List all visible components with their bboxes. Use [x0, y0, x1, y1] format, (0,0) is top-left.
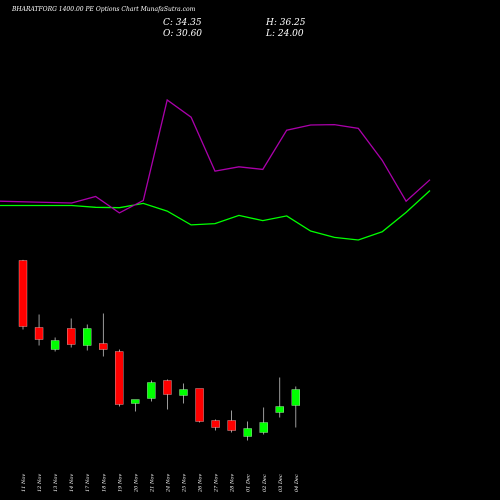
candle-body [259, 422, 268, 433]
candle [243, 421, 252, 441]
x-tick-label: 14 Nov [69, 474, 75, 492]
candle [67, 318, 76, 348]
candle-body [195, 388, 204, 422]
x-tick-label: 02 Dec [262, 474, 268, 492]
candle-body [131, 399, 140, 404]
x-tick-label: 18 Nov [101, 474, 107, 492]
open-value: O: 30.60 [163, 29, 203, 39]
candle-body [83, 328, 92, 346]
candle [179, 383, 188, 404]
candle [50, 337, 60, 352]
x-tick-label: 27 Nov [214, 474, 220, 493]
candle [83, 324, 92, 351]
candle-body [243, 428, 252, 437]
candle-body [34, 327, 44, 340]
candle-body [67, 328, 76, 345]
candle-body [163, 380, 172, 395]
candle [34, 314, 44, 346]
low-value: L: 24.00 [266, 29, 304, 39]
chart-title: BHARATFORG 1400.00 PE Options Chart Muna… [12, 6, 196, 13]
candle-body [211, 420, 220, 428]
candle [227, 410, 236, 433]
candles [18, 259, 301, 441]
x-tick-label: 25 Nov [182, 474, 188, 493]
candle-body [147, 382, 156, 399]
upper-line [0, 190, 431, 241]
x-tick-label: 20 Nov [133, 474, 139, 493]
x-tick-label: 17 Nov [85, 474, 91, 492]
x-tick-label: 12 Nov [37, 474, 43, 492]
candle [99, 313, 108, 357]
candle-body [99, 343, 108, 350]
candle [275, 377, 284, 418]
x-tick-label: 24 Nov [165, 474, 171, 493]
candle [195, 388, 204, 423]
candle-body [179, 389, 188, 396]
candle [163, 379, 172, 410]
candle [131, 399, 140, 412]
candle-body [291, 389, 301, 406]
indicator-lines [0, 98, 431, 241]
x-tick-label: 03 Dec [278, 474, 284, 492]
candle-body [115, 351, 124, 405]
candle-body [275, 406, 284, 413]
candle [259, 407, 268, 435]
x-tick-label: 28 Nov [230, 474, 236, 493]
candle [291, 386, 301, 428]
candle-body [227, 420, 236, 431]
candle [115, 349, 124, 407]
x-tick-label: 19 Nov [117, 474, 123, 492]
close-value: C: 34.35 [163, 18, 202, 28]
candle-body [18, 260, 28, 327]
x-tick-label: 26 Nov [198, 474, 204, 493]
x-tick-label: 11 Nov [21, 474, 27, 492]
x-tick-label: 13 Nov [53, 474, 59, 492]
candle-body [50, 340, 60, 350]
lower-line [0, 98, 431, 214]
candle [147, 380, 156, 402]
x-tick-label: 04 Dec [294, 474, 300, 492]
high-value: H: 36.25 [266, 18, 306, 28]
x-tick-label: 21 Nov [149, 474, 155, 493]
x-axis-labels: 11 Nov 12 Nov 13 Nov 14 Nov 17 Nov 18 Nov 19 N… [21, 474, 300, 493]
candle [211, 419, 220, 431]
x-tick-label: 01 Dec [246, 474, 252, 492]
candle [18, 259, 28, 330]
